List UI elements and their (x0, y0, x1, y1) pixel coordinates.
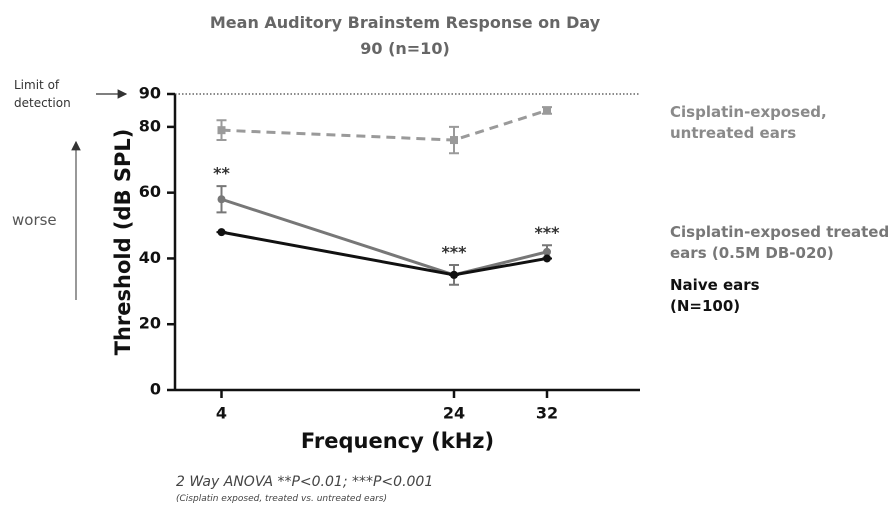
y-tick-label: 20 (139, 314, 161, 333)
legend-label: Cisplatin-exposed treated ears (0.5M DB-… (670, 223, 890, 262)
y-tick-label: 80 (139, 116, 161, 135)
x-axis-label: Frequency (kHz) (301, 429, 494, 453)
x-tick-label: 32 (536, 404, 558, 423)
data-point (543, 247, 551, 256)
y-tick-label: 40 (139, 248, 161, 267)
data-point (450, 270, 458, 279)
y-tick-label: 60 (139, 182, 161, 201)
series-line (221, 109, 548, 142)
y-tick-label: 90 (139, 84, 161, 103)
data-point (450, 136, 458, 145)
chart-title: Mean Auditory Brainstem Response on Day … (209, 13, 601, 58)
y-axis-label: Threshold (dB SPL) (111, 129, 135, 356)
x-tick-label: 4 (216, 404, 227, 423)
data-point (543, 106, 551, 115)
limit-label: Limit of detection (14, 78, 71, 110)
data-point (217, 228, 226, 237)
significance-label: *** (441, 243, 467, 262)
legend-label: Naive ears (N=100) (670, 276, 760, 315)
significance-label: *** (534, 223, 560, 242)
data-point (543, 254, 551, 263)
footnote: 2 Way ANOVA **P<0.01; ***P<0.001 (176, 474, 434, 490)
footnote-detail: (Cisplatin exposed, treated vs. untreate… (176, 494, 387, 504)
data-point (217, 195, 226, 204)
data-point (217, 126, 226, 135)
y-tick-label: 0 (150, 380, 161, 399)
x-tick-label: 24 (443, 404, 465, 423)
legend-label: Cisplatin-exposed, untreated ears (670, 103, 827, 142)
significance-label: ** (213, 164, 230, 183)
direction-label: worse (12, 211, 57, 229)
